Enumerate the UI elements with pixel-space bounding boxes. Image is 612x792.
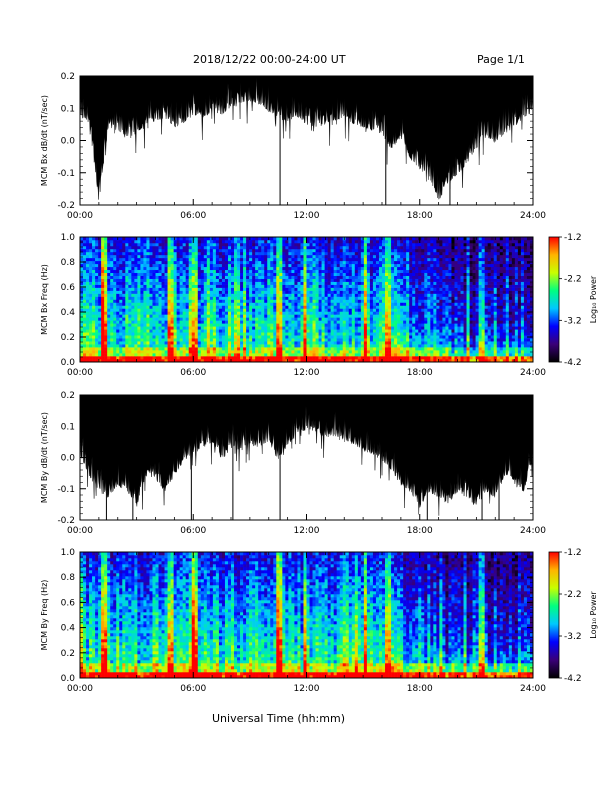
- x-tick-label: 24:00: [520, 684, 546, 694]
- x-tick-label: 00:00: [67, 684, 93, 694]
- y-tick-label: 1.0: [61, 548, 76, 558]
- plot-frame: [79, 236, 534, 363]
- x-axis-title: Universal Time (hh:mm): [212, 712, 345, 725]
- x-tick-label: 24:00: [520, 211, 546, 221]
- x-tick-label: 18:00: [407, 368, 433, 378]
- y-tick-label: 0.2: [61, 333, 75, 343]
- colorbar-scale: [548, 551, 560, 679]
- spectrogram-by-spectrogram: [80, 552, 534, 679]
- x-tick-label: 24:00: [520, 526, 546, 536]
- y-tick-label: 0.8: [61, 258, 76, 268]
- plot-frame: [79, 75, 534, 206]
- x-tick-label: 00:00: [67, 526, 93, 536]
- x-tick-label: 06:00: [180, 684, 206, 694]
- x-tick-label: 00:00: [67, 368, 93, 378]
- x-tick-label: 18:00: [407, 526, 433, 536]
- plot-frame: [79, 394, 534, 521]
- y-tick-label: 0.2: [61, 72, 75, 82]
- y-tick-label: 0.4: [61, 308, 76, 318]
- colorbar: [548, 236, 562, 363]
- panel-bx-timeseries: [79, 75, 534, 206]
- colorbar-tick-label: -2.2: [564, 275, 582, 285]
- colorbar-tick-label: -1.2: [564, 548, 582, 558]
- x-tick-label: 00:00: [67, 211, 93, 221]
- y-tick-label: 0.2: [61, 391, 75, 401]
- y-tick-label: 1.0: [61, 233, 76, 243]
- x-tick-label: 06:00: [180, 526, 206, 536]
- x-tick-label: 12:00: [294, 684, 320, 694]
- y-axis-label: MCM Bx Freq (Hz): [40, 264, 49, 335]
- x-tick-label: 12:00: [294, 368, 320, 378]
- y-tick-label: 0.0: [61, 137, 76, 147]
- y-tick-label: -0.2: [57, 201, 75, 211]
- panel-by-timeseries: [79, 394, 534, 521]
- colorbar-tick-label: -4.2: [564, 674, 582, 684]
- colorbar-scale: [548, 236, 560, 363]
- x-tick-label: 18:00: [407, 211, 433, 221]
- colorbar-label: Log₁₀ Power: [589, 275, 598, 323]
- y-tick-label: 0.0: [61, 454, 76, 464]
- plot-frame: [79, 551, 534, 679]
- colorbar-tick-label: -2.2: [564, 590, 582, 600]
- y-tick-label: 0.1: [61, 104, 75, 114]
- y-tick-label: 0.0: [61, 674, 76, 684]
- x-tick-label: 24:00: [520, 368, 546, 378]
- x-tick-label: 12:00: [294, 526, 320, 536]
- spectrogram-bx-spectrogram: [80, 237, 534, 363]
- y-tick-label: -0.1: [57, 485, 75, 495]
- panel-by-spectrogram: [79, 551, 534, 679]
- colorbar: [548, 551, 562, 679]
- y-tick-label: 0.2: [61, 649, 75, 659]
- panel-bx-spectrogram: [79, 236, 534, 363]
- y-tick-label: 0.8: [61, 573, 76, 583]
- colorbar-tick-label: -3.2: [564, 316, 582, 326]
- y-axis-label: MCM Bx dB/dt (nT/sec): [40, 95, 49, 186]
- colorbar-label: Log₁₀ Power: [589, 591, 598, 639]
- x-tick-label: 06:00: [180, 211, 206, 221]
- y-tick-label: 0.1: [61, 422, 75, 432]
- x-tick-label: 06:00: [180, 368, 206, 378]
- dbdt-trace: [80, 395, 533, 516]
- y-tick-label: 0.4: [61, 624, 76, 634]
- x-tick-label: 18:00: [407, 684, 433, 694]
- colorbar-tick-label: -1.2: [564, 233, 582, 243]
- dbdt-trace: [80, 76, 533, 200]
- y-axis-label: MCM By Freq (Hz): [40, 580, 49, 651]
- y-tick-label: 0.6: [61, 598, 76, 608]
- y-tick-label: 0.6: [61, 283, 76, 293]
- y-tick-label: -0.2: [57, 516, 75, 526]
- y-tick-label: -0.1: [57, 169, 75, 179]
- page-number: Page 1/1: [477, 53, 525, 66]
- colorbar-tick-label: -4.2: [564, 358, 582, 368]
- x-tick-label: 12:00: [294, 211, 320, 221]
- y-axis-label: MCM By dB/dt (nT/sec): [40, 412, 49, 503]
- trace-by-timeseries: [80, 395, 533, 520]
- colorbar-tick-label: -3.2: [564, 632, 582, 642]
- trace-bx-timeseries: [80, 76, 533, 205]
- y-tick-label: 0.0: [61, 358, 76, 368]
- page-title: 2018/12/22 00:00-24:00 UT: [193, 53, 346, 66]
